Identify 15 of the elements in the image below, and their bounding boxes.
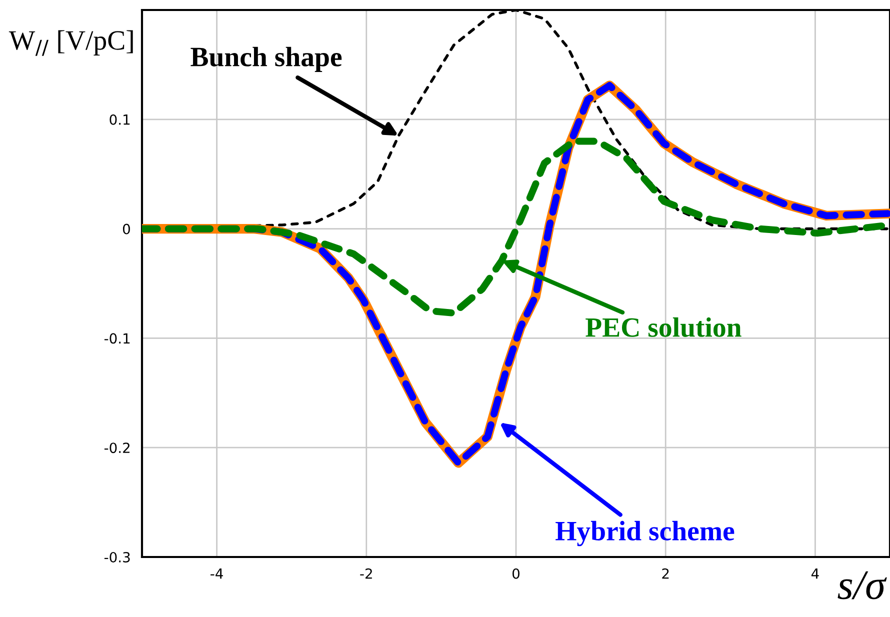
x-tick-label: 4 [811,568,819,579]
y-tick-label: -0.1 [104,333,130,344]
y-tick-label: -0.2 [104,442,130,454]
x-tick-label: 0 [512,568,520,579]
x-tick-label: 2 [662,568,669,579]
annotation: PEC solution [586,317,742,337]
annotation: Bunch shape [190,46,342,72]
y-tick-label: 0 [122,224,130,234]
y-axis-title: W$_{//}$ [V/pC] [8,30,133,56]
x-tick-label: -4 [210,568,223,579]
y-tick-label: -0.3 [104,552,130,562]
annotation: Hybrid scheme [556,520,734,546]
x-axis-title: s/σ [838,571,887,600]
x-tick-label: -2 [360,568,372,579]
y-tick-label: 0.1 [110,114,130,125]
